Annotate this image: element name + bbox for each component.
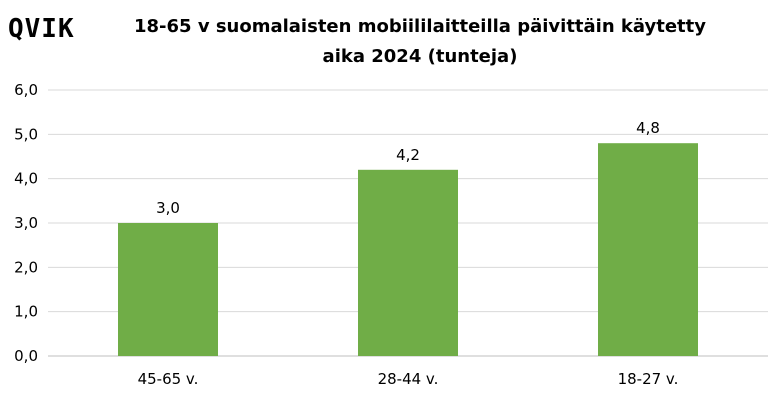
logo: QVIK — [8, 14, 75, 44]
y-tick-label: 3,0 — [14, 214, 38, 232]
data-label: 4,8 — [636, 119, 660, 137]
bar — [358, 169, 458, 356]
chart-title: 18-65 v suomalaisten mobiililaitteilla p… — [133, 16, 706, 67]
x-tick-label: 18-27 v. — [618, 370, 679, 388]
y-tick-label: 4,0 — [14, 170, 38, 188]
x-tick-label: 45-65 v. — [138, 370, 199, 388]
data-label: 4,2 — [396, 146, 420, 164]
bar — [118, 223, 218, 356]
y-tick-label: 1,0 — [14, 303, 38, 321]
y-tick-label: 2,0 — [14, 258, 38, 276]
data-label: 3,0 — [156, 199, 180, 217]
y-tick-label: 6,0 — [14, 81, 38, 99]
y-tick-label: 0,0 — [14, 347, 38, 365]
y-tick-label: 5,0 — [14, 125, 38, 143]
bar — [598, 143, 698, 356]
x-tick-label: 28-44 v. — [378, 370, 439, 388]
